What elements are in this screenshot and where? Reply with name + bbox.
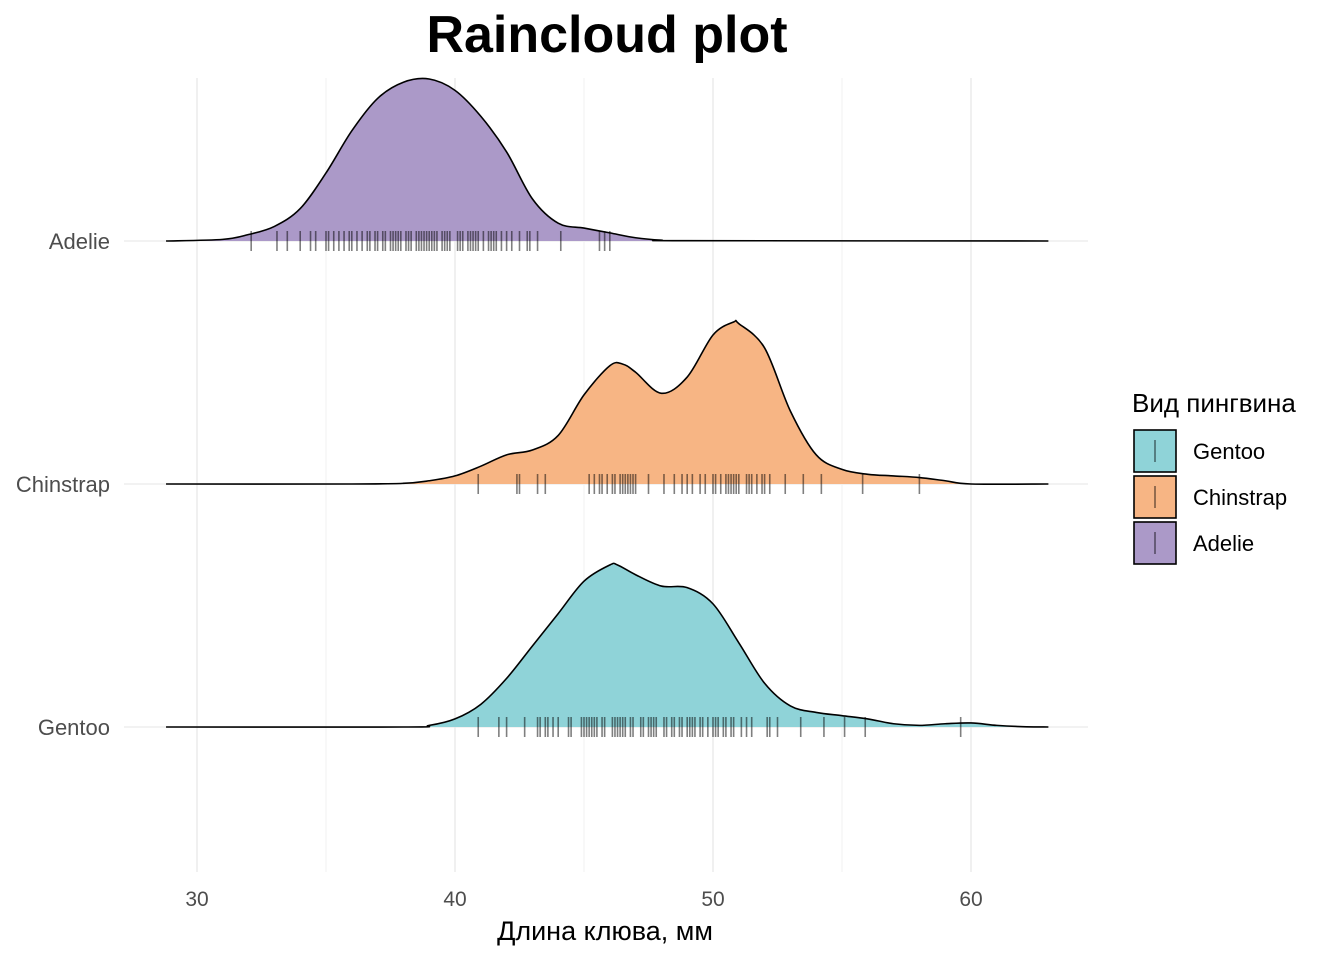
legend: Вид пингвина Gentoo Chinstrap Adelie: [1132, 388, 1296, 565]
x-tick-label: 50: [701, 888, 724, 911]
density-outline-adelie: [166, 77, 1049, 242]
legend-label-adelie: Adelie: [1193, 531, 1254, 556]
density-area-chinstrap: [166, 320, 1049, 485]
x-tick-label: 40: [443, 888, 466, 911]
legend-label-chinstrap: Chinstrap: [1193, 485, 1287, 510]
density-area-adelie: [166, 78, 1049, 242]
y-tick-label: Adelie: [49, 229, 110, 254]
x-tick-label: 60: [959, 888, 982, 911]
chart-title: Raincloud plot: [426, 6, 787, 64]
y-tick-label: Chinstrap: [16, 472, 110, 497]
y-tick-label: Gentoo: [38, 715, 110, 740]
density-clouds: [166, 77, 1049, 728]
y-axis: Adelie Chinstrap Gentoo: [16, 229, 110, 740]
legend-label-gentoo: Gentoo: [1193, 439, 1265, 464]
legend-title: Вид пингвина: [1132, 388, 1296, 418]
x-tick-label: 30: [185, 888, 208, 911]
density-outline-chinstrap: [166, 319, 1049, 486]
density-outline-gentoo: [166, 562, 1049, 728]
density-area-gentoo: [166, 563, 1049, 728]
observation-ticks: [250, 231, 962, 737]
x-axis: 30 40 50 60: [185, 888, 982, 911]
x-axis-label: Длина клюва, мм: [497, 916, 713, 946]
